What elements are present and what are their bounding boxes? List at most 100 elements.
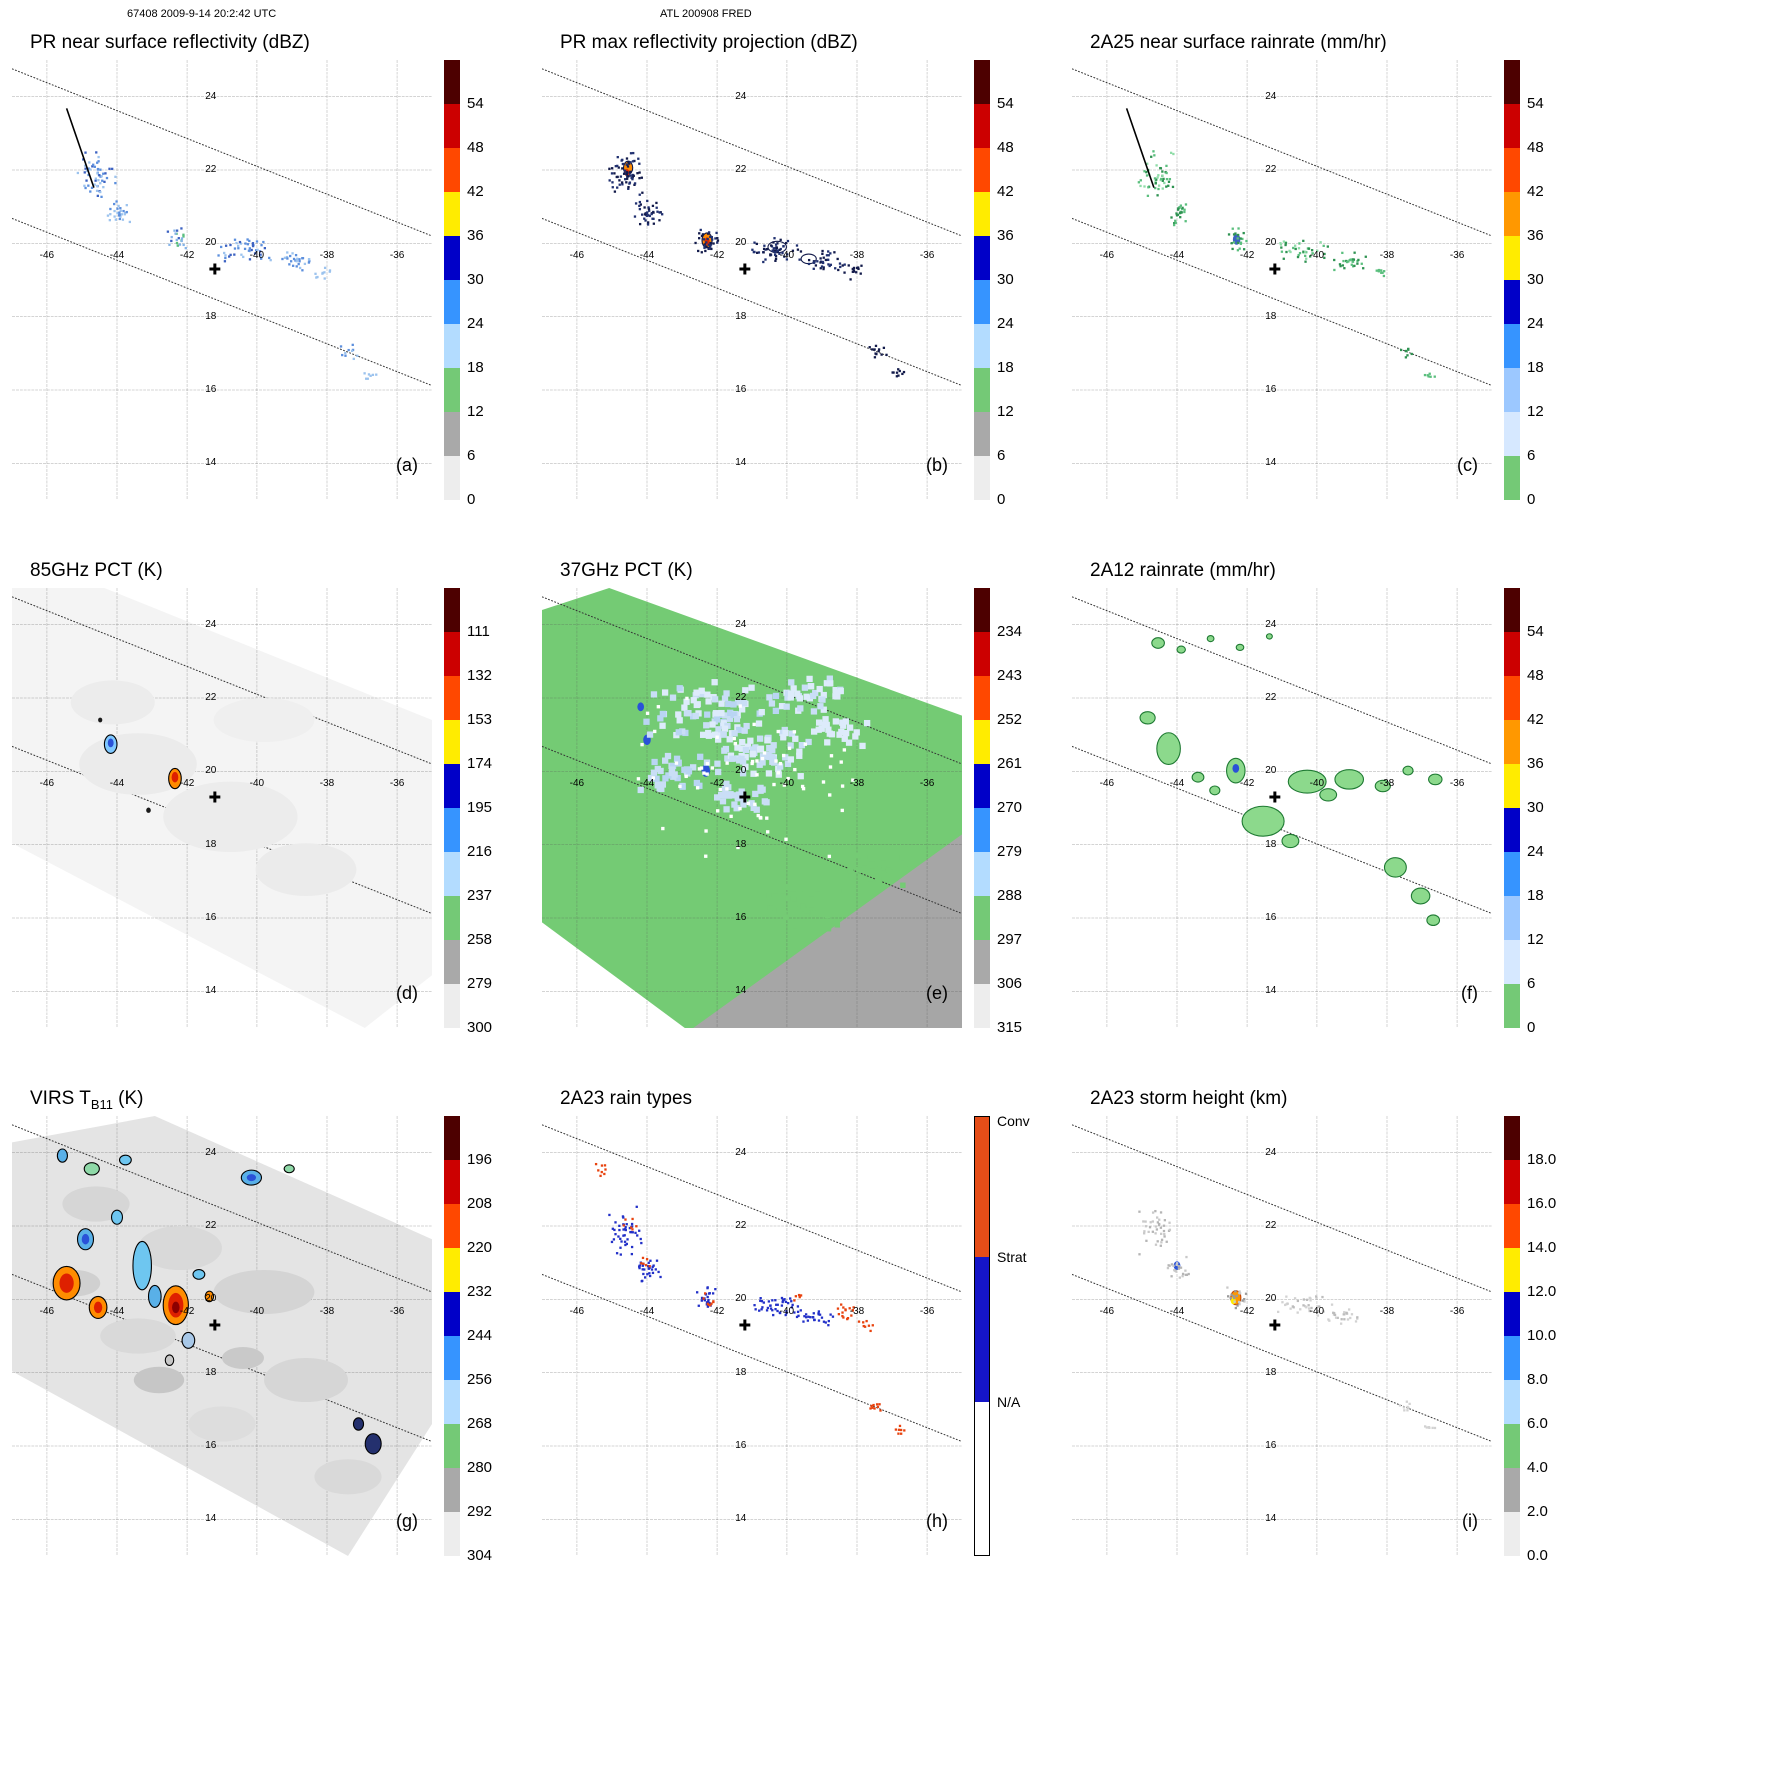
colorbar-segment bbox=[974, 676, 990, 720]
lon-tick-label: -40 bbox=[249, 250, 265, 262]
lon-tick-label: -42 bbox=[709, 778, 725, 790]
lon-tick-label: -36 bbox=[1449, 778, 1465, 790]
lon-tick-label: -46 bbox=[39, 1306, 55, 1318]
colorbar-tick-label: 270 bbox=[997, 799, 1023, 816]
colorbar-tick-label: 48 bbox=[1527, 667, 1544, 684]
lat-tick-label: 14 bbox=[735, 985, 747, 997]
lat-tick-label: 22 bbox=[735, 164, 747, 175]
colorbar-tick-label: 306 bbox=[997, 975, 1023, 992]
colorbar-segment bbox=[974, 104, 990, 148]
map-plot-g: (g) 24 22 20 18 16 14 -46 -44 -42 -40 -38 -36 bbox=[12, 1116, 432, 1556]
lat-tick-label: 16 bbox=[205, 384, 217, 395]
lon-tick-label: -40 bbox=[249, 1306, 265, 1318]
lon-tick-label: -44 bbox=[639, 250, 655, 262]
lon-tick-label: -42 bbox=[1239, 778, 1255, 790]
colorbar-segment bbox=[444, 1380, 460, 1424]
colorbar-tick-label: 42 bbox=[1527, 711, 1544, 728]
colorbar-h: Conv Strat N/A bbox=[974, 1113, 1060, 1556]
colorbar-tick-label: 24 bbox=[467, 315, 484, 332]
colorbar-segment bbox=[1504, 1204, 1520, 1248]
lon-tick-label: -38 bbox=[1379, 250, 1395, 262]
lon-tick-label: -40 bbox=[779, 778, 795, 790]
colorbar-tick-label: 30 bbox=[467, 271, 484, 288]
colorbar-segment bbox=[1504, 808, 1520, 852]
colorbar-segment bbox=[1504, 940, 1520, 984]
map-plot-h: (h) 24 22 20 18 16 14 -46 -44 -42 -40 -38 -36 bbox=[542, 1116, 962, 1556]
colorbar-tick-label: 12 bbox=[997, 403, 1014, 420]
panel-h-letter: (h) bbox=[926, 1511, 948, 1531]
colorbar-tick-label: 0 bbox=[467, 491, 476, 508]
colorbar-tick-label: 54 bbox=[1527, 95, 1544, 112]
colorbar-segment bbox=[1504, 720, 1520, 764]
colorbar-tick-label: 315 bbox=[997, 1019, 1023, 1036]
lat-tick-label: 16 bbox=[1265, 912, 1277, 923]
colorbar-tick-label: 18 bbox=[1527, 887, 1544, 904]
panel-a-letter: (a) bbox=[396, 455, 418, 475]
colorbar-ramp bbox=[1504, 1116, 1520, 1556]
colorbar-tick-label: 14.0 bbox=[1527, 1239, 1557, 1256]
colorbar-tick-label: 36 bbox=[467, 227, 484, 244]
colorbar-segment bbox=[444, 412, 460, 456]
lon-tick-label: -40 bbox=[1309, 250, 1325, 262]
lat-tick-label: 16 bbox=[205, 1440, 217, 1451]
colorbar-ramp bbox=[1504, 60, 1520, 500]
lat-tick-label: 16 bbox=[735, 1440, 747, 1451]
lon-tick-label: -44 bbox=[1169, 1306, 1185, 1318]
colorbar-tick-label: 0 bbox=[1527, 491, 1536, 508]
colorbar-tick-label: 208 bbox=[467, 1195, 493, 1212]
lon-tick-label: -40 bbox=[779, 250, 795, 262]
lat-tick-label: 20 bbox=[735, 765, 747, 777]
colorbar-tick-labels: Conv Strat N/A bbox=[997, 1113, 1059, 1556]
panel-f-letter: (f) bbox=[1461, 983, 1478, 1003]
map-canvas-a bbox=[12, 60, 432, 500]
colorbar-b: 54 48 42 36 30 24 18 12 6 0 bbox=[974, 60, 1060, 508]
colorbar-a: 54 48 42 36 30 24 18 12 6 0 bbox=[444, 60, 530, 508]
map-canvas-c bbox=[1072, 60, 1492, 500]
lon-tick-label: -38 bbox=[849, 250, 865, 262]
colorbar-segment bbox=[444, 324, 460, 368]
colorbar-tick-label: 54 bbox=[1527, 623, 1544, 640]
colorbar-segment bbox=[1504, 1380, 1520, 1424]
panel-b: PR max reflectivity projection (dBZ) (b)… bbox=[534, 26, 1064, 554]
lat-tick-label: 14 bbox=[735, 457, 747, 469]
panel-h-title: 2A23 rain types bbox=[560, 1088, 693, 1109]
colorbar-segment bbox=[1504, 1336, 1520, 1380]
colorbar-tick-label: 232 bbox=[467, 1283, 493, 1300]
colorbar-segment bbox=[1504, 456, 1520, 500]
colorbar-tick-label: 6 bbox=[1527, 447, 1536, 464]
colorbar-tick-labels: 54 48 42 36 30 24 18 12 6 0 bbox=[1527, 588, 1589, 1036]
colorbar-segment bbox=[444, 1424, 460, 1468]
lat-tick-label: 24 bbox=[1265, 618, 1277, 630]
lat-tick-label: 16 bbox=[205, 912, 217, 923]
colorbar-tick-label: 6.0 bbox=[1527, 1415, 1548, 1432]
colorbar-tick-label: 153 bbox=[467, 711, 493, 728]
lat-tick-label: 14 bbox=[205, 457, 217, 469]
panel-g-title: VIRS TB11 (K) bbox=[30, 1088, 144, 1112]
lat-tick-label: 22 bbox=[1265, 692, 1277, 703]
lat-tick-label: 14 bbox=[205, 1513, 217, 1525]
colorbar-f: 54 48 42 36 30 24 18 12 6 0 bbox=[1504, 588, 1590, 1036]
lon-tick-label: -46 bbox=[1099, 1306, 1115, 1318]
lon-tick-label: -40 bbox=[1309, 1306, 1325, 1318]
lat-tick-label: 20 bbox=[735, 1293, 747, 1305]
colorbar-segment bbox=[444, 456, 460, 500]
colorbar-segment bbox=[444, 1336, 460, 1380]
colorbar-tick-label: 42 bbox=[467, 183, 484, 200]
lat-tick-label: 24 bbox=[1265, 1146, 1277, 1158]
colorbar-tick-label: 42 bbox=[997, 183, 1014, 200]
lon-tick-label: -36 bbox=[389, 778, 405, 790]
colorbar-ramp bbox=[974, 60, 990, 500]
panel-e-title: 37GHz PCT (K) bbox=[560, 560, 693, 581]
lat-tick-label: 16 bbox=[735, 912, 747, 923]
colorbar-segment bbox=[974, 324, 990, 368]
storm-id: ATL 200908 FRED bbox=[660, 8, 752, 20]
colorbar-segment bbox=[444, 764, 460, 808]
colorbar-tick-label: 196 bbox=[467, 1151, 493, 1168]
colorbar-category-label: N/A bbox=[997, 1394, 1021, 1410]
colorbar-tick-label: 30 bbox=[997, 271, 1014, 288]
colorbar-tick-label: 48 bbox=[997, 139, 1014, 156]
lon-tick-label: -44 bbox=[109, 1306, 125, 1318]
colorbar-tick-label: 279 bbox=[467, 975, 493, 992]
scene-id-timestamp: 67408 2009-9-14 20:2:42 UTC bbox=[127, 8, 277, 20]
colorbar-tick-label: 0.0 bbox=[1527, 1547, 1548, 1564]
